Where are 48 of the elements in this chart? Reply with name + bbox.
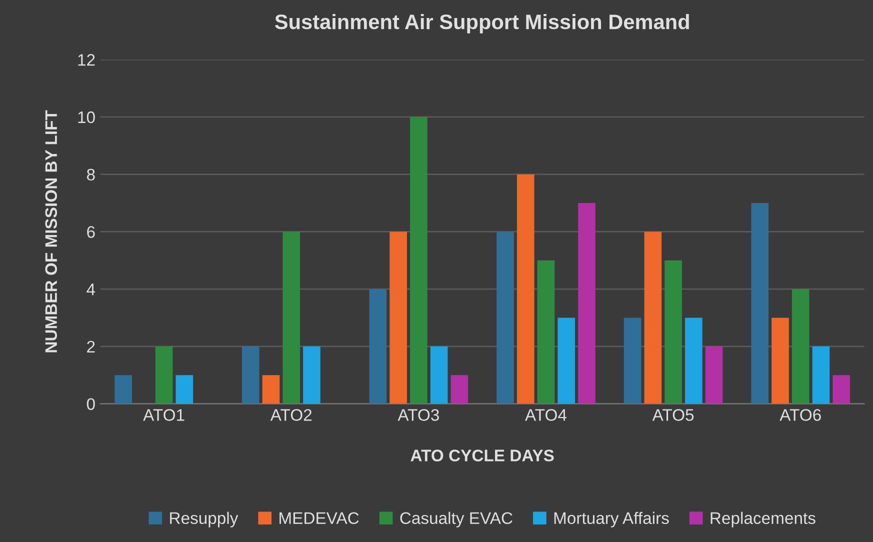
y-tick-label: 12 [78,54,95,66]
x-tick-label: ATO4 [525,409,567,421]
x-tick-label: ATO1 [143,409,184,421]
bar [450,375,468,404]
y-axis-title: NUMBER OF MISSION BY LIFT [45,110,58,352]
x-tick-label: ATO2 [270,409,312,421]
bar [772,318,789,404]
bar [558,318,576,404]
bar [792,289,810,404]
bar [303,346,320,404]
x-tick-label: ATO3 [398,409,439,421]
y-tick-label: 2 [87,340,95,352]
bar [537,260,555,404]
chart-title: Sustainment Air Support Mission Demand [274,14,689,34]
bar [176,375,194,404]
bar [390,232,407,404]
bar [410,116,428,404]
x-axis-title: ATO CYCLE DAYS [410,450,554,462]
legend-label: Replacements [710,512,816,528]
bar [705,346,723,404]
x-tick-label: ATO5 [652,409,694,421]
legend-label: Casualty EVAC [400,512,512,528]
bar [578,203,596,404]
bar [369,289,387,404]
bar [282,232,300,404]
bar [242,346,260,404]
bar [751,203,769,404]
legend-label: Resupply [170,512,238,528]
bar [516,174,534,404]
bar [496,232,514,404]
bar [262,375,280,404]
legend-label: Mortuary Affairs [554,512,669,528]
bar [644,232,662,404]
x-tick-label: ATO6 [780,409,821,421]
bar [664,260,682,404]
bar [624,318,642,404]
bar [430,346,448,404]
bar [812,346,830,404]
y-tick-label: 4 [86,284,96,296]
bar [685,318,702,404]
y-tick-label: 8 [86,168,95,181]
bar [155,346,173,404]
legend-label: MEDEVAC [280,512,359,524]
bar [114,375,132,404]
y-tick-label: 10 [78,111,95,124]
y-tick-label: 6 [87,226,95,238]
bar [832,375,850,404]
y-tick-label: 0 [86,398,95,410]
